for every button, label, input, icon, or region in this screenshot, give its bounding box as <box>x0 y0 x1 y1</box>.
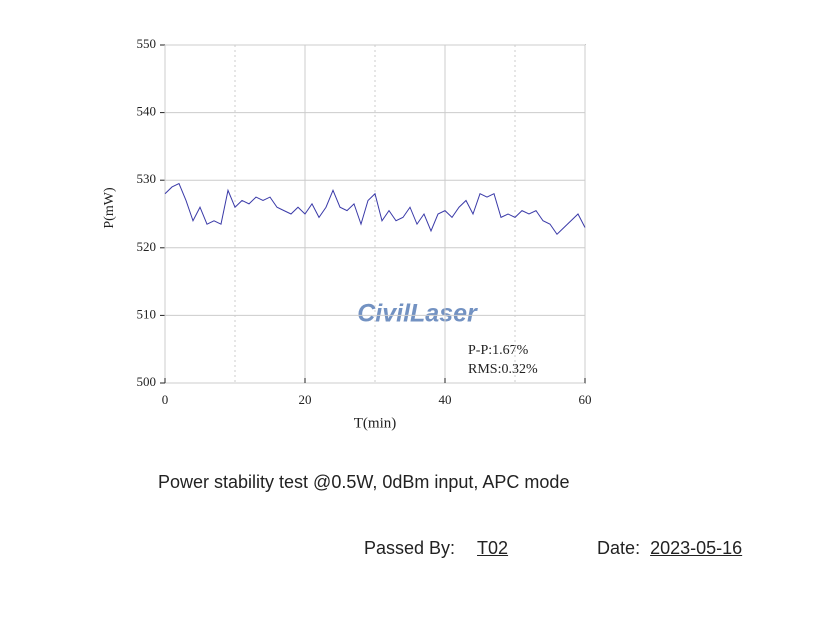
date: 2023-05-16 <box>650 538 743 558</box>
passed-by: T02 <box>477 538 509 558</box>
x-tick-label: 0 <box>162 392 169 407</box>
y-tick-label: 550 <box>137 36 157 51</box>
x-tick-label: 20 <box>299 392 312 407</box>
watermark: CivilLaser <box>357 300 478 328</box>
y-tick-label: 500 <box>137 374 157 389</box>
y-tick-label: 510 <box>137 306 157 321</box>
y-tick-label: 530 <box>137 171 157 186</box>
x-tick-label: 40 <box>439 392 452 407</box>
annotation: P-P:1.67% <box>468 343 529 358</box>
chart: T(min) P(mW) CivilLaser P-P:1.67% RMS:0.… <box>102 36 592 431</box>
x-axis-label: T(min) <box>354 415 397 431</box>
annotation: RMS:0.32% <box>468 362 538 377</box>
signature: Passed By: T02 Date: 2023-05-16 <box>364 538 752 559</box>
date-label: Date: <box>597 538 641 558</box>
x-tick-label: 60 <box>579 392 592 407</box>
data-line <box>164 182 586 236</box>
passed-label: Passed By: <box>364 538 456 558</box>
y-tick-label: 540 <box>137 104 157 119</box>
y-axis-label: P(mW) <box>102 187 117 229</box>
y-tick-label: 520 <box>137 239 157 254</box>
caption: Power stability test @0.5W, 0dBm input, … <box>158 472 570 492</box>
